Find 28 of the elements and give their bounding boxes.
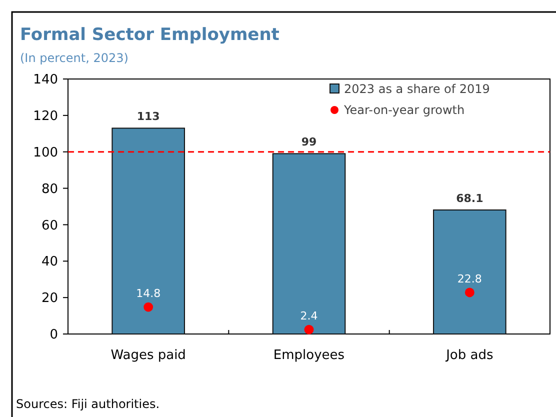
y-tick-label: 140 <box>33 72 58 88</box>
data-label: 22.8 <box>457 272 482 286</box>
legend-label: Year-on-year growth <box>343 103 465 118</box>
y-tick-label: 0 <box>50 328 58 343</box>
bar <box>112 128 185 334</box>
data-label: 68.1 <box>456 192 484 205</box>
x-tick-label: Wages paid <box>110 348 186 363</box>
point <box>304 324 314 334</box>
chart-title: Formal Sector Employment <box>20 25 280 45</box>
x-tick-label: Job ads <box>445 348 494 363</box>
data-label: 14.8 <box>136 287 161 300</box>
y-tick-label: 80 <box>41 182 58 197</box>
point <box>144 302 154 312</box>
data-label: 99 <box>301 136 317 149</box>
legend-label: 2023 as a share of 2019 <box>344 82 490 96</box>
y-tick-label: 100 <box>33 145 58 160</box>
y-tick-label: 20 <box>41 291 58 306</box>
data-label: 2.4 <box>300 310 318 323</box>
chart-subtitle: (In percent, 2023) <box>20 51 128 65</box>
bar <box>272 153 346 334</box>
source-note: Sources: Fiji authorities. <box>16 397 160 411</box>
point <box>464 288 474 298</box>
y-tick-label: 40 <box>41 254 58 270</box>
x-tick-label: Employees <box>273 348 345 363</box>
bar <box>433 209 506 334</box>
y-tick-label: 120 <box>33 108 58 124</box>
data-label: 113 <box>136 110 160 124</box>
y-tick-label: 60 <box>41 218 58 234</box>
